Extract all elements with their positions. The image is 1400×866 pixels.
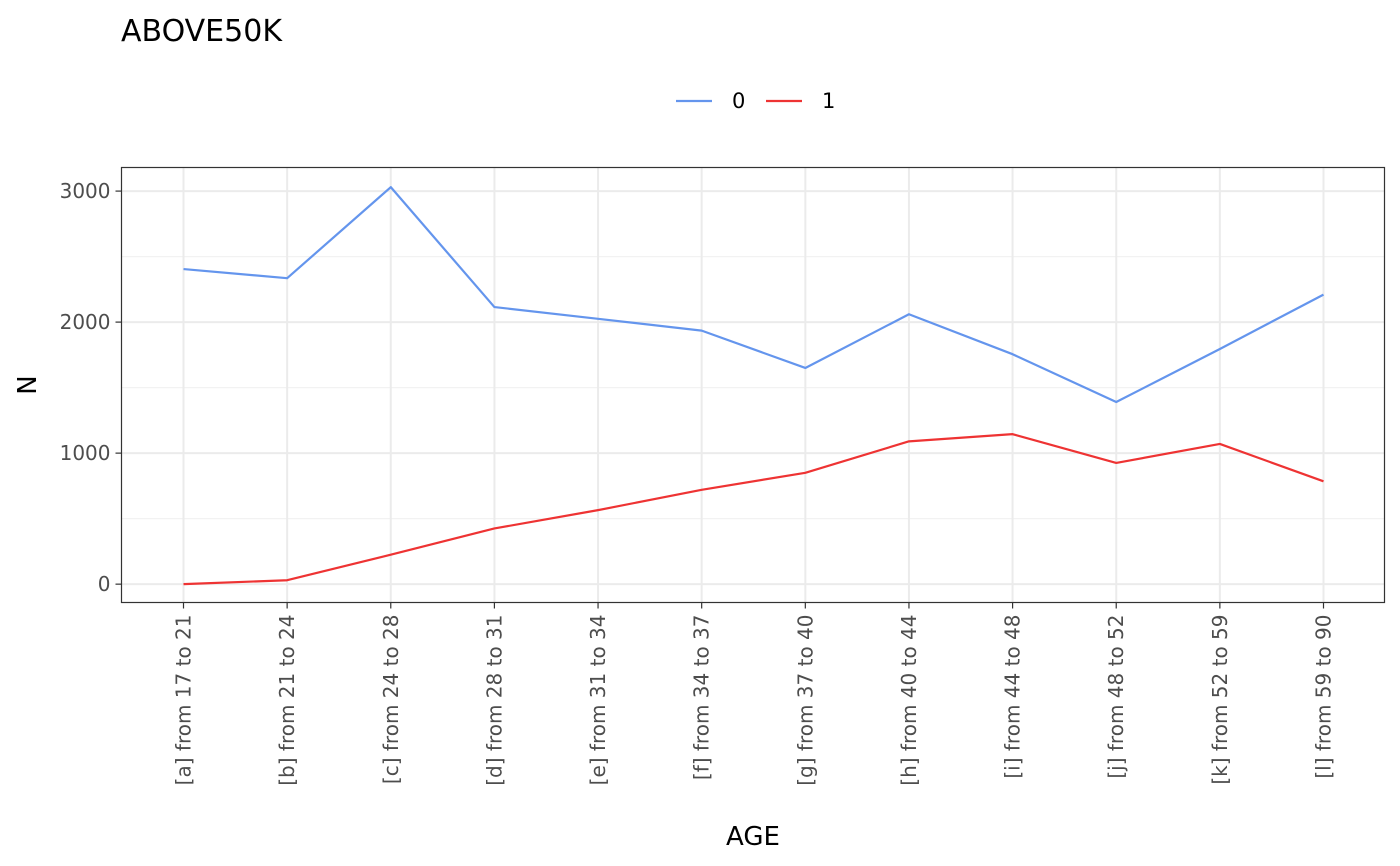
- chart-title: ABOVE50K: [121, 14, 283, 49]
- x-tick-label: [j] from 48 to 52: [1104, 615, 1128, 779]
- x-tick-label: [g] from 37 to 40: [793, 615, 817, 786]
- x-tick-label: [h] from 40 to 44: [897, 615, 921, 786]
- series-lines: [183, 186, 1325, 586]
- y-tick-label: 3000: [60, 179, 111, 203]
- y-axis-title: N: [13, 375, 43, 394]
- series-line-0: [183, 186, 1325, 404]
- x-tick-label: [b] from 21 to 24: [275, 615, 299, 786]
- x-tick-label: [c] from 24 to 28: [379, 615, 403, 785]
- x-tick-label: [i] from 44 to 48: [1001, 615, 1025, 779]
- minor-gridlines: [121, 255, 1385, 520]
- y-tick-label: 1000: [60, 441, 111, 465]
- x-tick-label: [l] from 59 to 90: [1312, 615, 1336, 779]
- legend-label-1: 1: [822, 89, 835, 113]
- legend-label-0: 0: [732, 89, 745, 113]
- x-axis-title: AGE: [726, 822, 780, 852]
- series-line-1: [183, 433, 1324, 586]
- x-tick-label: [k] from 52 to 59: [1208, 615, 1232, 785]
- y-tick-label: 2000: [60, 310, 111, 334]
- major-gridlines: [121, 167, 1385, 603]
- x-axis: [a] from 17 to 21 [b] from 21 to 24 [c] fr…: [172, 602, 1336, 786]
- x-tick-label: [f] from 34 to 37: [690, 615, 714, 781]
- x-tick-label: [a] from 17 to 21: [172, 615, 196, 786]
- x-tick-label: [e] from 31 to 34: [586, 615, 610, 786]
- y-tick-label: 0: [98, 572, 111, 596]
- y-axis: 0 1000 2000 3000: [60, 179, 122, 596]
- x-tick-label: [d] from 28 to 31: [482, 615, 506, 786]
- plot-panel-border: [120, 166, 1386, 604]
